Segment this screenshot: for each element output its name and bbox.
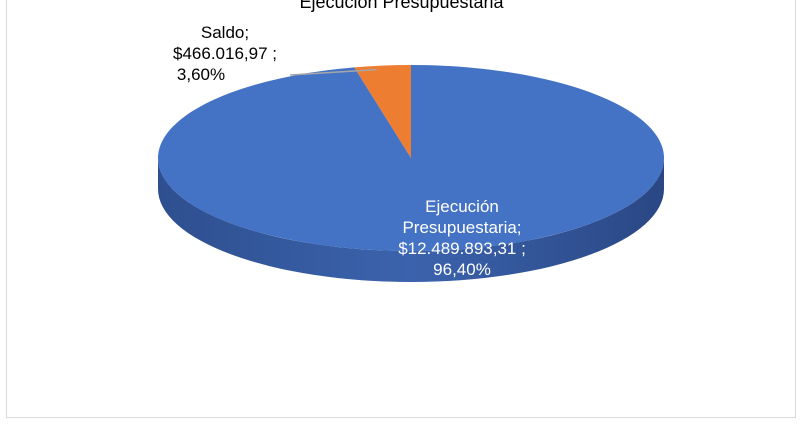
ejecucion-label: Ejecución Presupuestaria; $12.489.893,31… bbox=[362, 196, 562, 280]
pie-side-wall bbox=[158, 158, 664, 282]
saldo-leader-line bbox=[289, 68, 377, 76]
ejecucion-label-line-1: Ejecución bbox=[425, 197, 499, 216]
saldo-label-line-1: Saldo; bbox=[200, 23, 250, 42]
saldo-label-line-2: $466.016,97 ; bbox=[173, 44, 277, 63]
slice-saldo bbox=[354, 65, 411, 158]
ejecucion-label-line-2: Presupuestaria; bbox=[402, 218, 522, 237]
chart-title: Ejecución Presupuestaria bbox=[299, 0, 504, 12]
saldo-label: Saldo; $466.016,97 ; 3,60% bbox=[150, 22, 300, 85]
saldo-label-line-3: 3,60% bbox=[176, 65, 226, 84]
ejecucion-label-line-3: $12.489.893,31 ; bbox=[398, 239, 526, 258]
slice-ejecucion-presupuestaria bbox=[158, 65, 665, 252]
ejecucion-label-line-4: 96,40% bbox=[433, 260, 491, 279]
